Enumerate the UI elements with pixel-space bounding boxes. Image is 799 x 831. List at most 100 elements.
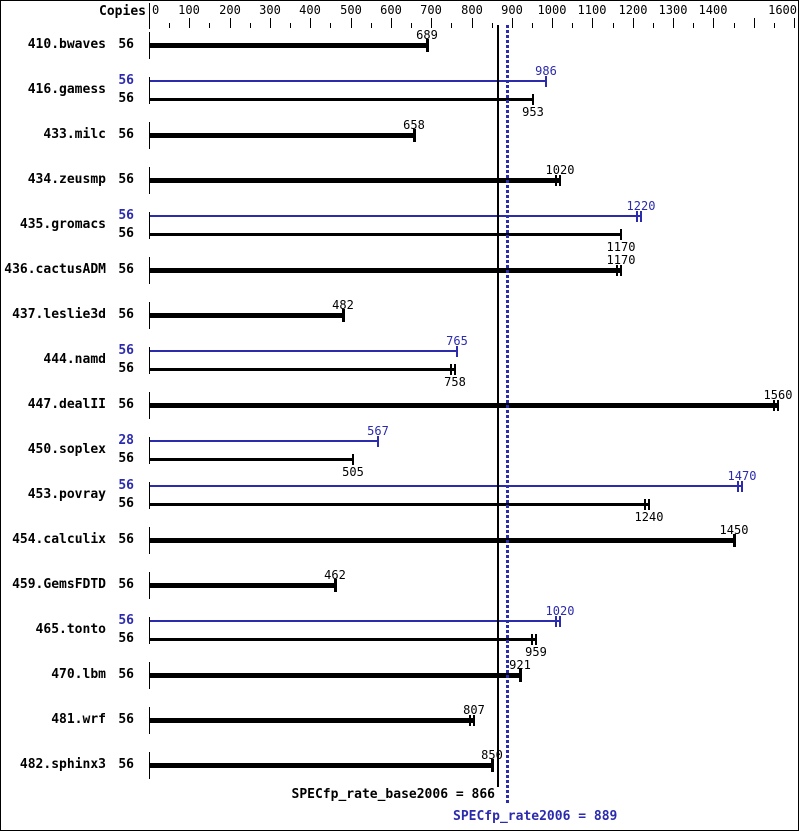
bar-end-cap [377, 436, 379, 447]
axis-major-tick [189, 18, 190, 28]
benchmark-label: 450.soplex [27, 442, 106, 457]
bar-end-tick [620, 265, 622, 276]
bar-end-cap [519, 669, 522, 682]
axis-major-tick [351, 18, 352, 28]
bar-end-tick [559, 175, 561, 186]
bar-end-tick [531, 634, 533, 645]
bar-end-tick [469, 715, 471, 726]
y-axis-origin-line [149, 3, 150, 29]
bar-end-cap [733, 534, 736, 547]
row-axis-segment [149, 707, 150, 734]
bar-end-tick [559, 616, 561, 627]
axis-tick-label: 800 [461, 3, 483, 17]
axis-minor-tick [330, 23, 331, 28]
bar-end-cap [545, 76, 547, 87]
bar-value-label: 1240 [634, 510, 664, 524]
copies-value: 56 [118, 172, 134, 187]
base-bar [150, 583, 336, 588]
base-bar [150, 98, 534, 101]
peak-bar [150, 215, 642, 217]
base-bar [150, 538, 735, 543]
peak-bar [150, 80, 547, 82]
bar-value-label: 482 [332, 298, 354, 312]
copies-value: 56 [118, 451, 134, 466]
benchmark-label: 435.gromacs [19, 217, 106, 232]
axis-major-tick [310, 18, 311, 28]
axis-tick-label: 500 [340, 3, 362, 17]
bar-end-cap [413, 129, 416, 142]
copies-value: 56 [118, 631, 134, 646]
axis-minor-tick [371, 23, 372, 28]
row-axis-segment [149, 662, 150, 689]
axis-major-tick [472, 18, 473, 28]
benchmark-label: 444.namd [43, 352, 106, 367]
bar-end-cap [334, 579, 337, 592]
axis-minor-tick [734, 23, 735, 28]
bar-end-cap [352, 454, 354, 465]
axis-minor-tick [169, 23, 170, 28]
axis-minor-tick [492, 23, 493, 28]
bar-end-cap [426, 39, 429, 52]
bar-end-tick [555, 616, 557, 627]
copies-value: 56 [118, 667, 134, 682]
axis-tick-label: 900 [501, 3, 523, 17]
bar-end-cap [532, 94, 534, 105]
bar-value-label: 567 [367, 424, 389, 438]
base-bar [150, 368, 456, 371]
row-axis-segment [149, 32, 150, 59]
axis-tick-label: 0 [152, 3, 160, 17]
bar-end-tick [648, 499, 650, 510]
bar-end-tick [555, 175, 557, 186]
copies-value: 56 [118, 262, 134, 277]
axis-major-tick [754, 18, 755, 28]
base-bar [150, 403, 779, 408]
benchmark-label: 459.GemsFDTD [12, 577, 106, 592]
bar-value-label: 1560 [763, 388, 793, 402]
axis-minor-tick [290, 23, 291, 28]
peak-bar [150, 485, 743, 487]
row-axis-segment [149, 482, 150, 509]
copies-value: 56 [118, 397, 134, 412]
copies-value: 56 [118, 127, 134, 142]
base-bar [150, 233, 622, 236]
bar-end-tick [741, 481, 743, 492]
copies-value: 56 [118, 757, 134, 772]
axis-major-tick [592, 18, 593, 28]
bar-end-tick [773, 400, 775, 411]
bar-value-label: 959 [525, 645, 547, 659]
row-axis-segment [149, 527, 150, 554]
bar-value-label: 1450 [719, 523, 749, 537]
axis-major-tick [713, 18, 714, 28]
benchmark-label: 454.calculix [12, 532, 106, 547]
bar-value-label: 986 [535, 64, 557, 78]
bar-end-tick [535, 634, 537, 645]
bar-value-label: 658 [403, 118, 425, 132]
base-bar [150, 673, 521, 678]
base-bar [150, 638, 537, 641]
copies-value: 56 [118, 208, 134, 223]
row-axis-segment [149, 167, 150, 194]
base-bar [150, 718, 475, 723]
copies-value: 56 [118, 361, 134, 376]
benchmark-label: 482.sphinx3 [19, 757, 106, 772]
axis-minor-tick [250, 23, 251, 28]
benchmark-label: 434.zeusmp [27, 172, 106, 187]
base-bar [150, 133, 415, 138]
base-bar [150, 43, 428, 48]
base-bar [150, 268, 622, 273]
peak-rate-reference-line [506, 25, 509, 804]
bar-value-label: 765 [446, 334, 468, 348]
benchmark-label: 410.bwaves [27, 37, 106, 52]
peak-rate-result-label: SPECfp_rate2006 = 889 [453, 809, 618, 824]
copies-value: 56 [118, 91, 134, 106]
base-bar [150, 178, 561, 183]
row-axis-segment [149, 392, 150, 419]
copies-value: 56 [118, 532, 134, 547]
base-bar [150, 458, 354, 461]
copies-value: 56 [118, 712, 134, 727]
axis-tick-label: 600 [380, 3, 402, 17]
row-axis-segment [149, 347, 150, 374]
bar-end-cap [456, 346, 458, 357]
axis-major-tick [270, 18, 271, 28]
